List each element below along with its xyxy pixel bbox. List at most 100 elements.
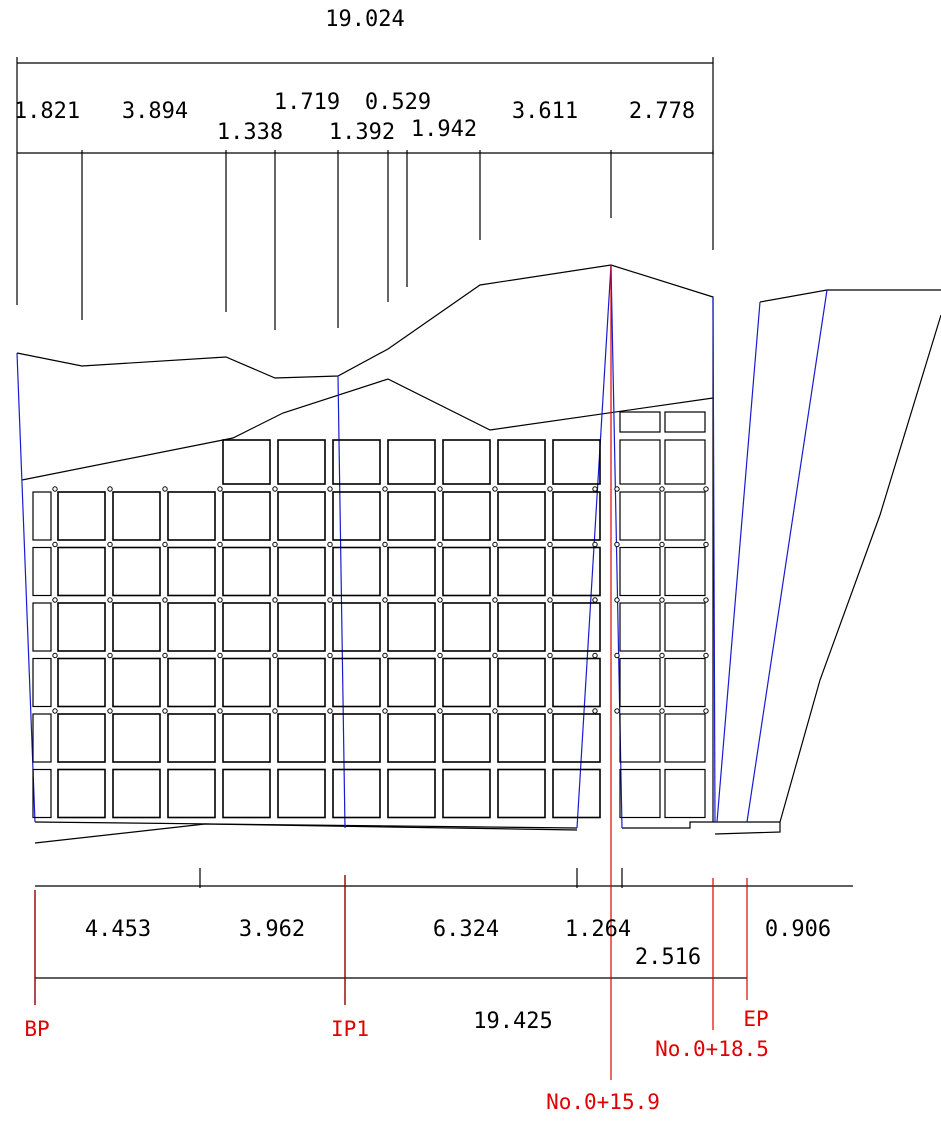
dimension: 1.719 xyxy=(274,90,340,115)
block xyxy=(223,603,270,651)
block xyxy=(113,603,160,651)
block-grid xyxy=(33,412,708,818)
block xyxy=(333,603,380,651)
block xyxy=(620,440,660,484)
block xyxy=(333,548,380,596)
block xyxy=(223,714,270,762)
anchor xyxy=(383,542,387,546)
block xyxy=(278,714,325,762)
anchor xyxy=(615,542,619,546)
block xyxy=(333,714,380,762)
dimension: 1.392 xyxy=(329,120,395,145)
anchor xyxy=(53,653,57,657)
block xyxy=(223,492,270,540)
anchor xyxy=(704,598,708,602)
block xyxy=(113,770,160,818)
anchor xyxy=(53,709,57,713)
anchor xyxy=(593,653,597,657)
block xyxy=(388,603,435,651)
anchor xyxy=(328,598,332,602)
block xyxy=(113,492,160,540)
anchor xyxy=(438,598,442,602)
anchor xyxy=(593,709,597,713)
block xyxy=(33,548,51,596)
anchor xyxy=(493,542,497,546)
anchor xyxy=(53,598,57,602)
dimension: 2.778 xyxy=(629,99,695,124)
block xyxy=(113,714,160,762)
anchor xyxy=(273,542,277,546)
block xyxy=(333,659,380,707)
block xyxy=(58,548,105,596)
anchor xyxy=(660,487,664,491)
dimension: 1.942 xyxy=(411,117,477,142)
block xyxy=(113,548,160,596)
anchor xyxy=(218,598,222,602)
anchor xyxy=(615,653,619,657)
block xyxy=(553,659,600,707)
block xyxy=(113,659,160,707)
block xyxy=(58,714,105,762)
station-label: IP1 xyxy=(331,1017,369,1041)
anchor xyxy=(548,653,552,657)
anchor xyxy=(108,709,112,713)
block xyxy=(168,492,215,540)
dimension: 0.906 xyxy=(765,917,831,942)
block xyxy=(33,659,51,707)
block xyxy=(443,659,490,707)
anchor xyxy=(438,709,442,713)
block xyxy=(498,440,545,484)
block xyxy=(553,603,600,651)
block xyxy=(498,548,545,596)
dimension: 0.529 xyxy=(365,90,431,115)
block xyxy=(620,548,660,596)
block xyxy=(278,770,325,818)
dimension: 3.894 xyxy=(122,99,188,124)
block xyxy=(443,714,490,762)
anchor xyxy=(163,487,167,491)
dimension-total: 19.024 xyxy=(325,7,404,32)
anchor xyxy=(548,598,552,602)
block xyxy=(443,770,490,818)
dimension: 3.962 xyxy=(239,917,305,942)
anchor xyxy=(383,709,387,713)
block xyxy=(443,603,490,651)
block xyxy=(388,548,435,596)
block xyxy=(58,659,105,707)
anchor xyxy=(438,542,442,546)
block xyxy=(665,770,705,818)
block xyxy=(498,770,545,818)
block xyxy=(168,714,215,762)
bottom-dimension-lines xyxy=(35,265,853,1080)
block xyxy=(388,714,435,762)
anchor xyxy=(593,542,597,546)
block xyxy=(33,492,51,540)
block xyxy=(665,714,705,762)
anchor xyxy=(163,709,167,713)
station-label: No.0+15.9 xyxy=(546,1090,660,1114)
block xyxy=(58,603,105,651)
anchor xyxy=(548,709,552,713)
anchor xyxy=(163,542,167,546)
block xyxy=(443,492,490,540)
dimension: 2.516 xyxy=(635,945,701,970)
anchor xyxy=(383,487,387,491)
anchor xyxy=(218,487,222,491)
block xyxy=(620,770,660,818)
block xyxy=(443,440,490,484)
anchor xyxy=(218,653,222,657)
anchor xyxy=(660,709,664,713)
block xyxy=(620,492,660,540)
profile xyxy=(17,265,941,843)
block xyxy=(58,770,105,818)
block xyxy=(33,770,51,818)
block xyxy=(553,440,600,484)
anchor xyxy=(615,709,619,713)
anchor xyxy=(53,487,57,491)
block xyxy=(665,603,705,651)
anchor xyxy=(593,487,597,491)
block xyxy=(278,548,325,596)
anchor xyxy=(328,653,332,657)
block xyxy=(33,714,51,762)
block xyxy=(278,659,325,707)
